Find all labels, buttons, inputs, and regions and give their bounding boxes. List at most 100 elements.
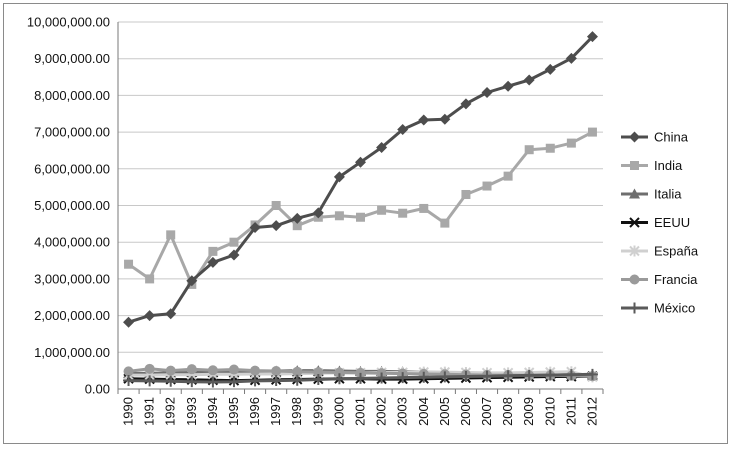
x-tick-label: 2006	[458, 397, 473, 426]
x-tick-label: 1990	[121, 397, 136, 426]
data-point-india	[292, 221, 302, 231]
data-point-india	[461, 189, 471, 199]
data-point-mexico	[333, 373, 345, 385]
x-tick-label: 1993	[184, 397, 199, 426]
x-tick-label: 1998	[289, 397, 304, 426]
data-point-india	[524, 145, 534, 155]
data-point-india	[440, 218, 450, 228]
x-tick-label: 2003	[395, 397, 410, 426]
data-point-india	[482, 181, 492, 191]
data-point-mexico	[186, 376, 198, 388]
data-point-mexico	[144, 375, 156, 387]
y-tick-label: 3,000,000.00	[34, 271, 110, 286]
y-tick-label: 2,000,000.00	[34, 308, 110, 323]
data-point-india	[503, 171, 513, 181]
y-tick-label: 7,000,000.00	[34, 125, 110, 140]
x-tick-label: 2007	[479, 397, 494, 426]
legend-marker-francia	[629, 274, 640, 285]
data-point-mexico	[355, 372, 366, 384]
legend-marker-espana	[629, 245, 640, 257]
data-point-china	[376, 142, 388, 154]
data-point-india	[398, 208, 408, 218]
data-point-india	[334, 211, 344, 221]
data-point-mexico	[312, 373, 324, 385]
y-tick-label: 4,000,000.00	[34, 235, 110, 250]
data-point-francia	[144, 363, 155, 374]
data-point-china	[228, 249, 240, 261]
y-tick-label: 5,000,000.00	[34, 198, 110, 213]
data-point-china	[144, 310, 156, 322]
x-tick-label: 2009	[521, 397, 536, 426]
x-tick-label: 2010	[542, 397, 557, 426]
x-tick-label: 2005	[437, 397, 452, 426]
data-point-mexico	[397, 372, 409, 384]
series-line-india	[127, 130, 594, 286]
y-tick-label: 1,000,000.00	[34, 345, 110, 360]
data-point-mexico	[565, 369, 577, 381]
legend-label-eeuu: EEUU	[654, 215, 690, 230]
data-point-china	[207, 256, 219, 268]
legend-label-mexico: México	[654, 301, 695, 316]
x-tick-label: 2008	[500, 397, 515, 426]
data-point-mexico	[270, 375, 282, 387]
data-point-francia	[207, 365, 218, 376]
data-point-india	[587, 127, 597, 137]
x-tick-label: 1994	[205, 397, 220, 426]
x-tick-label: 1999	[310, 397, 325, 426]
data-point-china	[123, 316, 135, 328]
y-tick-label: 6,000,000.00	[34, 161, 110, 176]
y-tick-label: 10,000,000.00	[27, 15, 110, 30]
legend-marker-mexico	[629, 302, 640, 314]
data-point-francia	[271, 366, 282, 377]
legend-marker-eeuu	[629, 217, 640, 228]
legend-label-francia: Francia	[654, 272, 698, 287]
data-point-mexico	[502, 370, 514, 382]
data-point-china	[544, 63, 556, 75]
legend-marker-india	[630, 161, 639, 170]
data-point-china	[355, 156, 366, 168]
data-point-india	[545, 143, 555, 153]
data-point-mexico	[249, 375, 261, 387]
data-point-francia	[123, 366, 134, 377]
data-point-mexico	[228, 376, 240, 388]
data-point-francia	[313, 367, 324, 378]
x-tick-label: 2004	[416, 397, 431, 426]
data-point-china	[439, 113, 451, 125]
legend-marker-china	[629, 131, 640, 143]
data-point-mexico	[165, 375, 177, 387]
data-point-mexico	[460, 371, 472, 383]
data-point-india	[356, 212, 365, 222]
data-point-mexico	[586, 368, 598, 380]
data-point-india	[566, 138, 576, 148]
data-point-mexico	[418, 371, 430, 383]
data-point-india	[271, 201, 281, 210]
data-point-mexico	[481, 370, 493, 382]
data-point-india	[124, 259, 134, 269]
legend-label-espana: España	[654, 244, 699, 259]
data-point-china	[397, 124, 409, 136]
y-tick-label: 0.00	[85, 382, 110, 397]
data-point-china	[502, 80, 514, 92]
x-tick-label: 2002	[374, 397, 389, 426]
data-point-china	[418, 114, 430, 126]
x-tick-label: 1992	[163, 397, 178, 426]
data-point-china	[523, 74, 535, 86]
x-tick-label: 1996	[247, 397, 262, 426]
data-point-china	[565, 52, 577, 64]
x-tick-label: 2012	[584, 397, 599, 426]
data-point-mexico	[523, 369, 535, 381]
legend-label-china: China	[654, 130, 689, 145]
y-tick-label: 9,000,000.00	[34, 51, 110, 66]
legend-marker-italia	[629, 188, 640, 199]
data-point-mexico	[291, 374, 303, 386]
data-point-mexico	[376, 372, 388, 384]
y-tick-label: 8,000,000.00	[34, 88, 110, 103]
x-tick-label: 1997	[268, 397, 283, 426]
x-tick-label: 2000	[331, 397, 346, 426]
data-point-china	[291, 212, 303, 224]
legend-label-italia: Italia	[654, 187, 682, 202]
data-point-india	[208, 246, 218, 256]
data-point-mexico	[123, 375, 135, 387]
data-point-francia	[186, 364, 197, 375]
